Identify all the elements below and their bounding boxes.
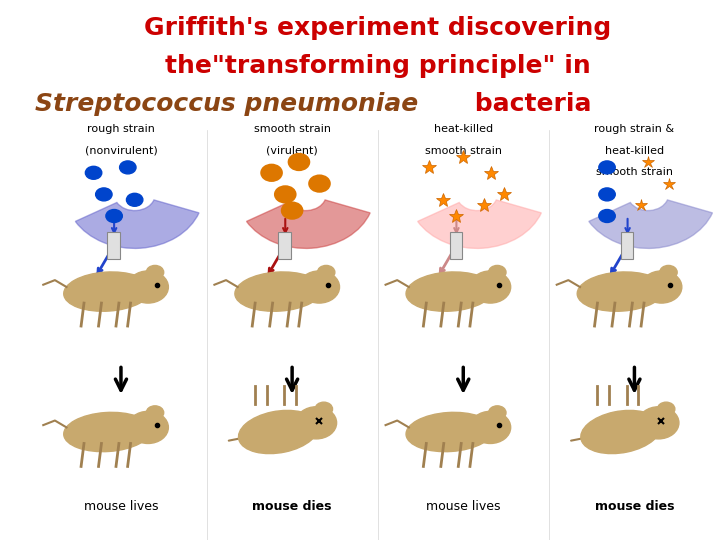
Text: mouse dies: mouse dies (253, 500, 332, 513)
Wedge shape (76, 200, 199, 248)
Circle shape (489, 266, 506, 279)
Circle shape (470, 271, 510, 303)
Circle shape (638, 407, 679, 439)
Ellipse shape (238, 410, 318, 454)
Circle shape (261, 165, 282, 181)
Circle shape (309, 176, 330, 192)
Text: rough strain &: rough strain & (595, 124, 675, 134)
Text: smooth strain: smooth strain (253, 124, 330, 134)
Circle shape (146, 406, 163, 420)
Text: (nonvirulent): (nonvirulent) (84, 146, 158, 156)
Circle shape (289, 154, 309, 170)
Circle shape (127, 271, 168, 303)
Text: heat-killed: heat-killed (433, 124, 492, 134)
FancyBboxPatch shape (107, 232, 120, 259)
Circle shape (470, 411, 510, 443)
Ellipse shape (64, 413, 150, 451)
Text: smooth strain: smooth strain (596, 167, 673, 178)
Circle shape (660, 266, 678, 279)
Circle shape (282, 202, 302, 219)
Circle shape (86, 166, 102, 179)
Wedge shape (418, 200, 541, 248)
FancyBboxPatch shape (279, 232, 291, 259)
Circle shape (120, 161, 136, 174)
Text: mouse lives: mouse lives (426, 500, 500, 513)
Ellipse shape (406, 413, 493, 451)
Ellipse shape (235, 272, 322, 311)
Circle shape (275, 186, 295, 202)
Text: mouse dies: mouse dies (595, 500, 674, 513)
Circle shape (318, 266, 335, 279)
Text: rough strain: rough strain (87, 124, 155, 134)
Circle shape (315, 402, 333, 416)
Text: heat-killed: heat-killed (605, 146, 664, 156)
Text: Streptococcus pneumoniae: Streptococcus pneumoniae (35, 92, 419, 116)
Circle shape (127, 193, 143, 206)
Circle shape (599, 161, 616, 174)
Circle shape (599, 188, 616, 201)
Circle shape (489, 406, 506, 420)
FancyBboxPatch shape (621, 232, 633, 259)
Text: mouse lives: mouse lives (84, 500, 158, 513)
Text: bacteria: bacteria (466, 92, 591, 116)
Ellipse shape (577, 272, 665, 311)
Text: Griffith's experiment discovering: Griffith's experiment discovering (144, 16, 611, 40)
Text: (virulent): (virulent) (266, 146, 318, 156)
Ellipse shape (64, 272, 150, 311)
Wedge shape (589, 200, 713, 248)
Circle shape (127, 411, 168, 443)
Text: the"transforming principle" in: the"transforming principle" in (165, 54, 590, 78)
Circle shape (641, 271, 682, 303)
Circle shape (599, 210, 616, 222)
Circle shape (106, 210, 122, 222)
Circle shape (657, 402, 675, 416)
Circle shape (146, 266, 163, 279)
Text: smooth strain: smooth strain (425, 146, 502, 156)
Circle shape (299, 271, 340, 303)
Circle shape (296, 407, 337, 439)
Ellipse shape (581, 410, 661, 454)
FancyBboxPatch shape (449, 232, 462, 259)
Wedge shape (246, 200, 370, 248)
Ellipse shape (406, 272, 493, 311)
Circle shape (96, 188, 112, 201)
